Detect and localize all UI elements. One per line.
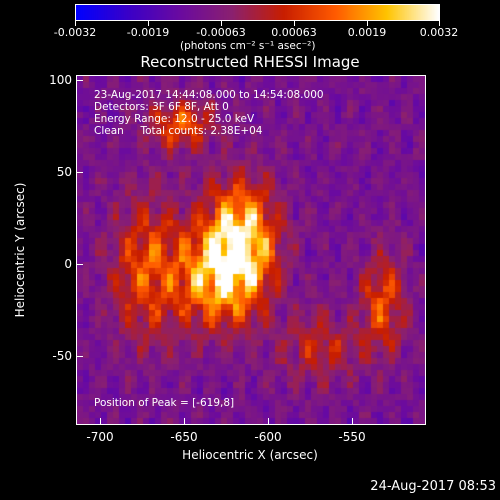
colorbar-label: -0.0032: [53, 26, 97, 39]
y-tick: [77, 264, 83, 265]
colorbar-tick: [439, 21, 440, 26]
y-axis-title: Heliocentric Y (arcsec): [13, 182, 27, 318]
colorbar-label: -0.0019: [126, 26, 170, 39]
image-title: Reconstructed RHESSI Image: [140, 53, 360, 71]
info-time-range: 23-Aug-2017 14:44:08.000 to 14:54:08.000: [94, 89, 324, 101]
y-tick: [77, 172, 83, 173]
creation-timestamp: 24-Aug-2017 08:53: [370, 479, 496, 494]
colorbar-tick: [75, 21, 76, 26]
colorbar-label: 0.0032: [419, 26, 459, 39]
x-tick: [184, 418, 185, 424]
info-detectors: Detectors: 3F 6F 8F, Att 0: [94, 101, 229, 113]
x-tick-label: -650: [170, 430, 198, 444]
y-tick-label: 100: [49, 73, 72, 87]
colorbar-tick: [221, 21, 222, 26]
x-tick: [268, 418, 269, 424]
plot-area: [76, 75, 426, 425]
colorbar-tick: [148, 21, 149, 26]
y-tick: [77, 80, 83, 81]
x-tick-label: -550: [338, 430, 366, 444]
x-axis-title: Heliocentric X (arcsec): [182, 448, 318, 462]
peak-position: Position of Peak = [-619,8]: [94, 397, 235, 409]
x-tick-label: -600: [254, 430, 282, 444]
info-total-counts: Clean Total counts: 2.38E+04: [94, 125, 263, 137]
colorbar-units: (photons cm⁻² s⁻¹ asec⁻²): [180, 40, 316, 52]
colorbar: [75, 4, 440, 21]
colorbar-label: 0.00063: [271, 26, 317, 39]
colorbar-tick: [294, 21, 295, 26]
y-tick-label: -50: [52, 349, 72, 363]
colorbar-label: 0.0019: [347, 26, 387, 39]
x-tick: [100, 418, 101, 424]
y-tick-label: 0: [64, 257, 72, 271]
x-tick: [352, 418, 353, 424]
x-tick-label: -700: [86, 430, 114, 444]
info-energy-range: Energy Range: 12.0 - 25.0 keV: [94, 113, 255, 125]
y-tick-label: 50: [56, 165, 72, 179]
rhessi-image: [77, 76, 425, 424]
colorbar-label: -0.00063: [196, 26, 246, 39]
colorbar-tick: [367, 21, 368, 26]
y-tick: [77, 356, 83, 357]
